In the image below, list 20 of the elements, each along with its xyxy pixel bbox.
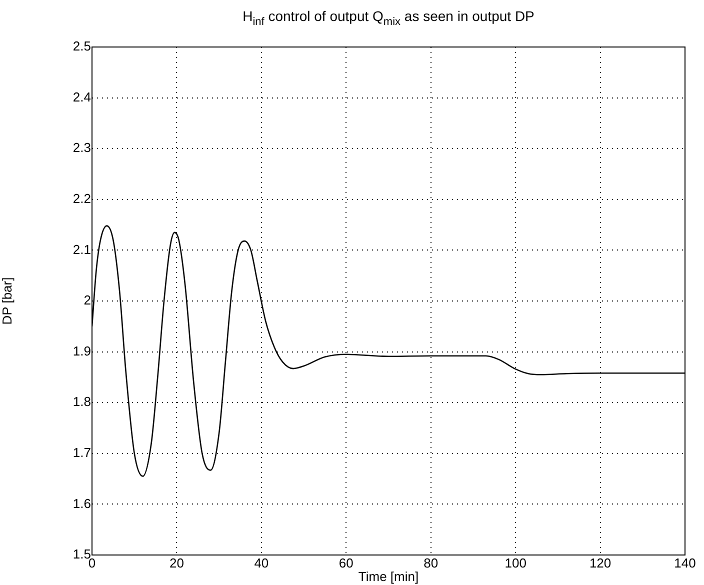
chart-title: H$_{inf}$ control of output Q$_{mix}$ as seen in output DP	[242, 8, 536, 28]
y-tick-label: 1.7	[72, 444, 91, 460]
y-tick-label: 2.3	[72, 140, 91, 156]
x-tick-label: 20	[169, 555, 184, 570]
y-tick-label: 2.2	[72, 190, 91, 206]
x-axis-title: Time [min]	[358, 568, 419, 584]
x-tick-label: 60	[338, 555, 354, 570]
x-tick-label: 40	[254, 555, 269, 570]
y-tick-label: 2.4	[72, 89, 91, 104]
x-tick-label: 140	[674, 555, 696, 570]
x-tick-label: 80	[424, 555, 438, 570]
y-tick-label: 2.1	[72, 242, 91, 257]
y-tick-label: 1.9	[72, 343, 91, 358]
x-tick-label: 100	[504, 555, 526, 570]
x-tick-label: 120	[589, 555, 612, 570]
y-tick-label: 2	[84, 292, 91, 308]
y-tick-label: 1.8	[72, 394, 91, 410]
y-tick-label: 2.5	[72, 38, 91, 54]
y-tick-label: 1.6	[72, 496, 91, 511]
y-axis-title: DP [bar]	[0, 277, 14, 325]
